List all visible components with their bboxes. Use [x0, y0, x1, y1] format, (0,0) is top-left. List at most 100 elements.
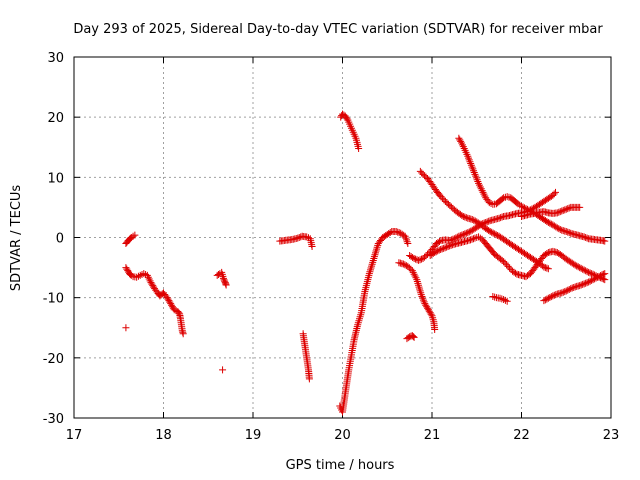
data-point — [491, 293, 499, 301]
data-point — [148, 280, 156, 288]
data-point — [480, 190, 488, 198]
data-point — [538, 262, 546, 270]
data-point — [219, 366, 227, 374]
data-point — [401, 232, 409, 240]
data-point — [443, 243, 451, 251]
data-point — [452, 234, 460, 242]
plot-frame — [73, 56, 612, 419]
x-axis-label: GPS time / hours — [286, 458, 395, 473]
data-point — [440, 196, 448, 204]
data-point — [416, 285, 424, 293]
y-tick-label: -10 — [43, 292, 64, 307]
y-tick-label: -20 — [43, 352, 64, 367]
data-point — [166, 298, 174, 306]
data-point — [402, 234, 410, 242]
data-point — [561, 288, 569, 296]
data-point — [366, 268, 374, 276]
x-tick-label: 20 — [334, 428, 351, 443]
data-point — [369, 258, 377, 266]
data-point — [485, 199, 493, 207]
data-point — [143, 271, 151, 279]
data-point — [163, 294, 171, 302]
data-point — [585, 268, 593, 276]
x-tick-label: 18 — [155, 428, 172, 443]
data-point — [410, 255, 418, 263]
data-point — [601, 276, 609, 284]
data-point — [411, 272, 419, 280]
data-point — [165, 297, 173, 305]
data-point — [592, 274, 600, 282]
data-point — [550, 190, 558, 198]
data-point — [409, 268, 417, 276]
data-point — [438, 194, 446, 202]
data-point — [459, 212, 467, 220]
data-point — [504, 262, 512, 270]
data-point — [372, 247, 380, 255]
data-point — [392, 227, 400, 235]
data-point — [415, 283, 423, 291]
x-tick-label: 22 — [513, 428, 530, 443]
data-point — [294, 234, 302, 242]
data-point — [416, 287, 424, 295]
data-point — [415, 256, 423, 264]
data-point — [553, 209, 561, 217]
data-point — [127, 271, 135, 279]
data-point — [543, 264, 551, 272]
data-point — [497, 214, 505, 222]
data-point — [546, 219, 554, 227]
data-point — [597, 272, 605, 280]
data-point — [465, 156, 473, 164]
data-point — [485, 226, 493, 234]
data-point — [601, 270, 609, 278]
data-point — [424, 306, 432, 314]
data-point — [394, 228, 402, 236]
data-point — [570, 283, 578, 291]
data-point — [577, 264, 585, 272]
data-point — [468, 163, 476, 171]
data-point — [478, 187, 486, 195]
data-point — [440, 244, 448, 252]
data-point — [408, 332, 416, 340]
data-point — [409, 254, 417, 262]
data-point — [485, 217, 493, 225]
data-point — [402, 236, 410, 244]
data-point — [303, 233, 311, 241]
data-point — [418, 292, 426, 300]
data-point — [401, 261, 409, 269]
data-point — [386, 228, 394, 236]
data-point — [409, 332, 417, 340]
data-point — [447, 241, 455, 249]
data-point — [472, 172, 480, 180]
data-point — [585, 278, 593, 286]
data-point — [469, 165, 477, 173]
data-point — [501, 259, 509, 267]
data-point — [588, 276, 596, 284]
data-point — [565, 285, 573, 293]
data-point — [395, 229, 403, 237]
data-point — [582, 279, 590, 287]
data-point — [547, 293, 555, 301]
data-point — [559, 206, 567, 214]
data-point — [579, 265, 587, 273]
data-point — [543, 250, 551, 258]
data-point — [483, 218, 491, 226]
data-point — [367, 264, 375, 272]
data-point — [486, 227, 494, 235]
data-point — [512, 269, 520, 277]
data-point — [168, 301, 176, 309]
data-point — [468, 215, 476, 223]
data-point — [453, 233, 461, 241]
data-point — [467, 159, 475, 167]
data-point — [544, 265, 552, 273]
data-point — [429, 250, 437, 258]
data-point — [179, 330, 187, 338]
data-points — [122, 110, 609, 416]
data-point — [424, 304, 432, 312]
x-tick-labels: 17 18 19 20 21 22 23 — [66, 428, 620, 443]
data-point — [594, 273, 602, 281]
data-point — [473, 176, 481, 184]
data-point — [435, 246, 443, 254]
data-point — [567, 285, 575, 293]
data-point — [586, 269, 594, 277]
data-point — [498, 295, 506, 303]
